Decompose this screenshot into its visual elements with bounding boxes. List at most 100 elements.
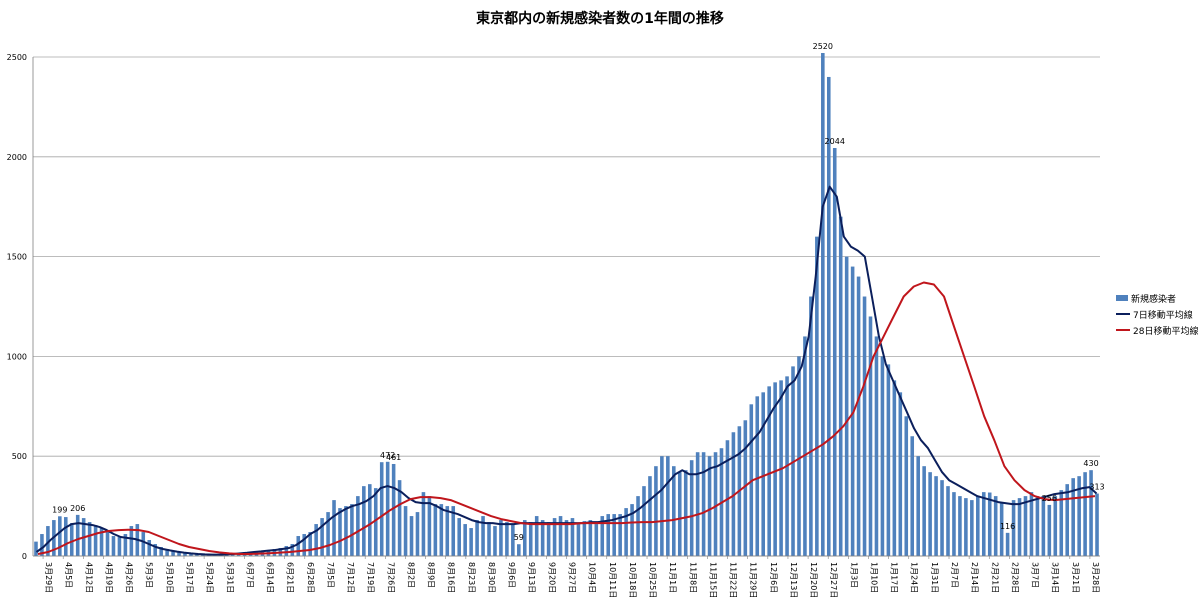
- x-tick-label: 8月9日: [427, 562, 436, 588]
- bar: [499, 520, 503, 556]
- bar: [952, 492, 956, 556]
- x-tick-label: 9月6日: [507, 562, 516, 588]
- bar: [1089, 470, 1093, 556]
- x-tick-label: 2月7日: [950, 562, 959, 588]
- bar: [898, 392, 903, 556]
- chart-title: 東京都内の新規感染者数の1年間の推移: [476, 11, 724, 27]
- bar: [1059, 490, 1064, 556]
- bar: [58, 516, 62, 556]
- bar: [868, 316, 873, 556]
- bar: [385, 461, 390, 556]
- bar: [654, 466, 658, 556]
- bar: [934, 476, 938, 556]
- legend-swatch-bar: [1116, 295, 1128, 301]
- bar: [451, 506, 456, 556]
- bar: [511, 524, 515, 556]
- x-tick-label: 7月5日: [326, 562, 335, 588]
- x-tick-label: 8月23日: [467, 562, 476, 593]
- x-tick-label: 1月3日: [849, 562, 858, 588]
- bar: [475, 520, 479, 556]
- bar: [1047, 504, 1052, 556]
- bar: [421, 492, 426, 556]
- x-tick-label: 4月12日: [84, 562, 93, 593]
- legend-swatch-line: [1116, 313, 1130, 315]
- x-tick-label: 6月21日: [286, 562, 295, 593]
- bar: [111, 536, 116, 556]
- bar: [320, 518, 324, 556]
- bar: [1023, 496, 1028, 556]
- data-label: 59: [514, 533, 524, 542]
- bar: [672, 466, 676, 556]
- bar: [445, 506, 450, 556]
- x-tick-label: 4月26日: [125, 562, 134, 593]
- x-tick-label: 5月24日: [205, 562, 214, 593]
- x-tick-label: 10月18日: [628, 562, 637, 598]
- data-label: 430: [1083, 459, 1098, 468]
- bar: [767, 386, 771, 556]
- x-tick-label: 11月15日: [708, 562, 717, 598]
- x-tick-label: 10月11日: [608, 562, 617, 598]
- bar: [981, 492, 986, 556]
- x-tick-label: 4月5日: [64, 562, 73, 588]
- bar: [99, 528, 104, 556]
- y-tick-label: 500: [12, 452, 27, 461]
- x-tick-label: 12月27日: [829, 562, 838, 598]
- bar: [809, 296, 813, 556]
- bar: [600, 516, 605, 556]
- bar: [427, 496, 432, 556]
- x-tick-label: 11月29日: [749, 562, 758, 598]
- bar: [481, 516, 485, 556]
- bar: [886, 364, 891, 556]
- y-tick-label: 2500: [7, 53, 27, 62]
- bar: [487, 522, 491, 556]
- x-tick-label: 2月14日: [970, 562, 979, 593]
- x-tick-label: 1月17日: [890, 562, 899, 593]
- bar: [403, 506, 408, 556]
- x-tick-label: 3月14日: [1051, 562, 1060, 593]
- bar: [940, 480, 944, 556]
- x-tick-label: 7月19日: [366, 562, 375, 593]
- x-tick-label: 1月31日: [930, 562, 939, 593]
- bar: [415, 512, 420, 556]
- legend-label-new-cases: 新規感染者: [1131, 294, 1177, 305]
- bar: [904, 416, 909, 556]
- bar: [344, 506, 348, 556]
- bar: [606, 514, 611, 556]
- bar: [1065, 484, 1070, 556]
- bar: [469, 528, 473, 556]
- bar: [642, 486, 646, 556]
- legend-item-7day-average: 7日移動平均線: [1116, 306, 1198, 322]
- bar: [183, 553, 187, 556]
- x-tick-label: 7月12日: [346, 562, 355, 593]
- bar: [40, 534, 44, 556]
- bar: [689, 460, 694, 556]
- x-tick-label: 3月29日: [44, 562, 53, 593]
- bar: [576, 524, 581, 556]
- bar: [964, 498, 968, 556]
- data-label: 2044: [825, 137, 845, 146]
- bar: [636, 496, 640, 556]
- bar: [177, 552, 181, 556]
- bar: [892, 380, 897, 556]
- bar: [493, 526, 497, 556]
- bar: [922, 466, 926, 556]
- bar: [838, 216, 843, 556]
- x-tick-label: 12月20日: [809, 562, 818, 598]
- bar: [880, 356, 885, 556]
- bar: [630, 504, 634, 556]
- x-tick-label: 11月1日: [668, 562, 677, 593]
- x-tick-label: 12月13日: [789, 562, 798, 598]
- legend-swatch-line: [1116, 329, 1130, 331]
- bar: [677, 472, 682, 556]
- bar: [648, 476, 652, 556]
- bar: [844, 256, 849, 556]
- bar: [1041, 496, 1046, 556]
- data-label: 461: [386, 453, 401, 462]
- x-tick-label: 3月28日: [1091, 562, 1100, 593]
- bar: [755, 396, 760, 556]
- x-tick-label: 11月8日: [688, 562, 697, 593]
- bar: [1083, 472, 1087, 556]
- bar: [797, 356, 801, 556]
- x-tick-label: 5月31日: [225, 562, 234, 593]
